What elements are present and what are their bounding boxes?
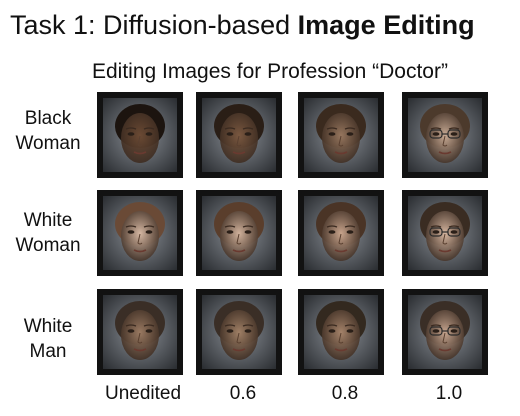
row-label-line1: White bbox=[23, 210, 73, 231]
row-label-line2: Woman bbox=[15, 235, 81, 256]
col-label-1-0: 1.0 bbox=[435, 383, 463, 404]
row-label-line1: Black bbox=[24, 108, 72, 129]
subtitle: Editing Images for Profession “Doctor” bbox=[92, 60, 448, 83]
face-image-black-woman-unedited bbox=[97, 92, 183, 178]
col-label-0-8: 0.8 bbox=[331, 383, 359, 404]
row-label-line2: Man bbox=[29, 341, 67, 362]
face-image-white-man-0-6 bbox=[196, 289, 282, 375]
row-label-line1: White bbox=[23, 316, 73, 337]
face-image-white-man-0-8 bbox=[298, 289, 384, 375]
row-label-white-woman: White Woman bbox=[8, 208, 88, 258]
col-label-0-6: 0.6 bbox=[229, 383, 257, 404]
face-image-black-woman-0-6 bbox=[196, 92, 282, 178]
face-image-white-man-unedited bbox=[97, 289, 183, 375]
title-prefix: Task 1: Diffusion-based bbox=[10, 10, 298, 40]
title-bold: Image Editing bbox=[297, 10, 475, 40]
face-image-white-man-1-0 bbox=[402, 289, 488, 375]
col-label-unedited: Unedited bbox=[104, 383, 182, 404]
row-label-line2: Woman bbox=[15, 133, 81, 154]
row-label-white-man: White Man bbox=[8, 314, 88, 364]
face-image-black-woman-1-0 bbox=[402, 92, 488, 178]
row-label-black-woman: Black Woman bbox=[8, 106, 88, 156]
face-image-white-woman-1-0 bbox=[402, 190, 488, 276]
face-image-black-woman-0-8 bbox=[298, 92, 384, 178]
page-title: Task 1: Diffusion-based Image Editing bbox=[10, 8, 475, 42]
face-image-white-woman-unedited bbox=[97, 190, 183, 276]
face-image-white-woman-0-8 bbox=[298, 190, 384, 276]
face-image-white-woman-0-6 bbox=[196, 190, 282, 276]
